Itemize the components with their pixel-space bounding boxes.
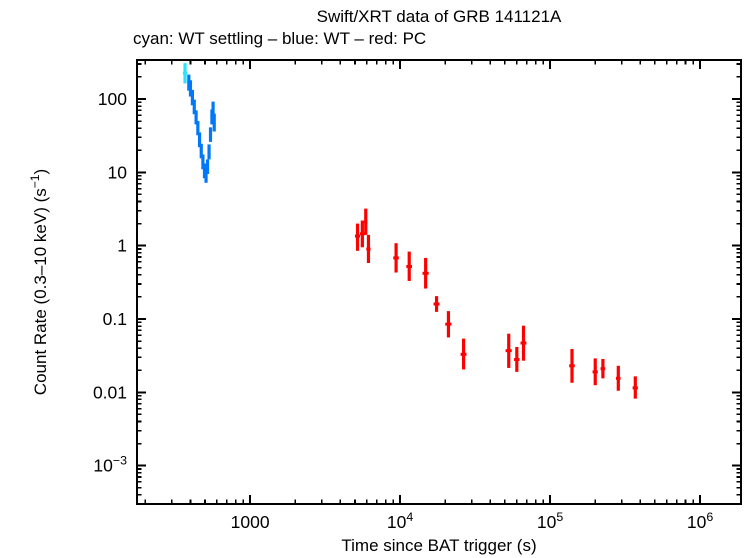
x-tick-label: 1000 bbox=[231, 512, 270, 532]
chart-title: Swift/XRT data of GRB 141121A bbox=[316, 7, 562, 26]
chart-legend-subtitle: cyan: WT settling – blue: WT – red: PC bbox=[133, 29, 427, 48]
x-tick-label: 104 bbox=[387, 510, 413, 532]
y-tick-label: 1 bbox=[117, 236, 127, 256]
x-tick-label: 105 bbox=[537, 510, 563, 532]
plot-frame bbox=[136, 59, 742, 505]
y-tick-label: 10 bbox=[108, 162, 128, 182]
y-tick-label: 0.01 bbox=[93, 382, 127, 402]
x-tick-label: 106 bbox=[687, 510, 713, 532]
y-axis-label: Count Rate (0.3–10 keV) (s−1) bbox=[28, 169, 50, 395]
y-tick-label: 0.1 bbox=[103, 309, 127, 329]
y-tick-label: 100 bbox=[98, 89, 127, 109]
x-axis-label: Time since BAT trigger (s) bbox=[341, 536, 536, 555]
y-tick-label: 10−3 bbox=[93, 454, 127, 476]
